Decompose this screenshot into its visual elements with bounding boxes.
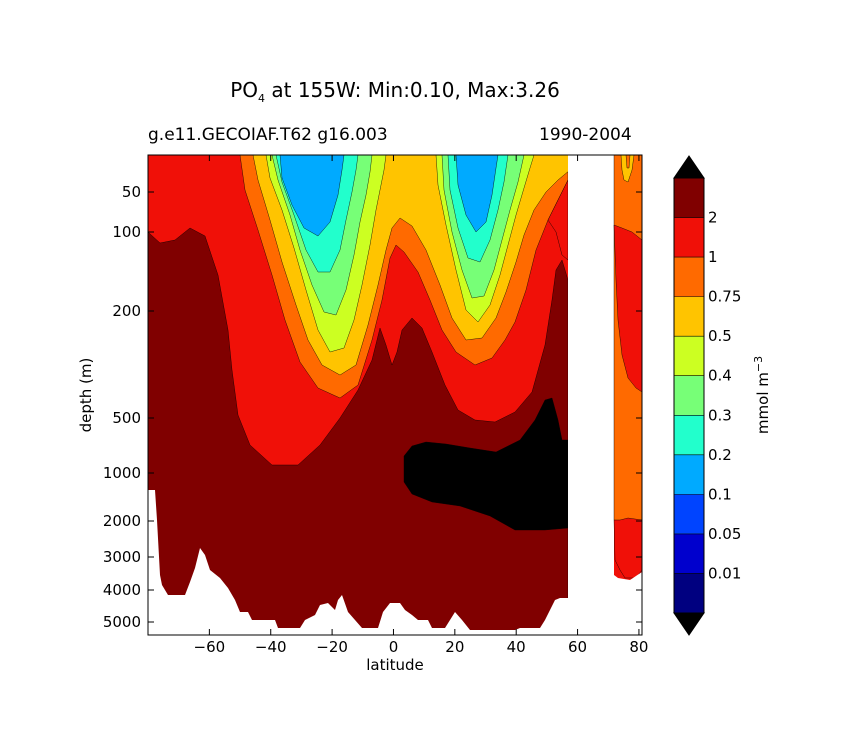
colorbar-segment [674, 573, 704, 613]
x-tick-label: 40 [507, 638, 526, 656]
field-black-pool [403, 397, 569, 531]
colorbar-tick-label: 1 [708, 248, 718, 266]
colorbar-tick-label: 0.4 [708, 367, 732, 385]
x-ticks: −60 −40 −20 0 20 40 60 80 [194, 155, 648, 656]
y-tick-label: 4000 [103, 581, 141, 599]
y-tick-label: 100 [112, 223, 141, 241]
y-tick-label: 500 [112, 409, 141, 427]
colorbar-tick-label: 0.3 [708, 406, 732, 424]
colorbar-tick-label: 0.01 [708, 564, 741, 582]
field-deep [148, 227, 569, 635]
colorbar-segment [674, 296, 704, 337]
colorbar-tick-label: 0.1 [708, 485, 732, 503]
colorbar-tick-label: 2 [708, 209, 718, 227]
chart-subtitle-left: g.e11.GECOIAF.T62 g16.003 [148, 125, 388, 145]
x-axis-label: latitude [366, 656, 424, 674]
colorbar-tick-label: 0.05 [708, 525, 741, 543]
y-tick-label: 50 [122, 183, 141, 201]
colorbar-tick-label: 0.5 [708, 327, 732, 345]
colorbar-segment [674, 336, 704, 376]
chart-title: PO4 at 155W: Min:0.10, Max:3.26 [230, 78, 560, 105]
y-tick-label: 200 [112, 302, 141, 320]
colorbar-segment [674, 217, 704, 258]
colorbar-segment [674, 415, 704, 455]
colorbar-segment [674, 533, 704, 574]
y-tick-label: 1000 [103, 464, 141, 482]
field-lightblue [279, 155, 345, 237]
x-tick-label: 0 [389, 638, 399, 656]
x-tick-label: −40 [255, 638, 287, 656]
y-ticks: 50 100 200 500 1000 2000 3000 4000 5000 [103, 183, 642, 631]
x-tick-label: 20 [445, 638, 464, 656]
land-mask [568, 155, 614, 635]
colorbar-segment [674, 178, 704, 218]
colorbar-segment [674, 375, 704, 416]
colorbar-tick-label: 0.75 [708, 288, 741, 306]
colorbar-extend-bottom [673, 612, 705, 636]
x-tick-label: −60 [194, 638, 226, 656]
colorbar: 0.01 0.05 0.1 0.2 0.3 0.4 0.5 0.75 1 2 [673, 155, 741, 636]
x-tick-label: 80 [629, 638, 648, 656]
chart-subtitle-right: 1990-2004 [539, 125, 632, 145]
colorbar-tick-label: 0.2 [708, 446, 732, 464]
y-tick-label: 3000 [103, 548, 141, 566]
colorbar-segment [674, 454, 704, 495]
colorbar-extend-top [673, 155, 705, 179]
colorbar-segment [674, 494, 704, 534]
y-tick-label: 5000 [103, 613, 141, 631]
colorbar-segment [674, 257, 704, 297]
x-tick-label: −20 [316, 638, 348, 656]
y-tick-label: 2000 [103, 512, 141, 530]
x-tick-label: 60 [568, 638, 587, 656]
